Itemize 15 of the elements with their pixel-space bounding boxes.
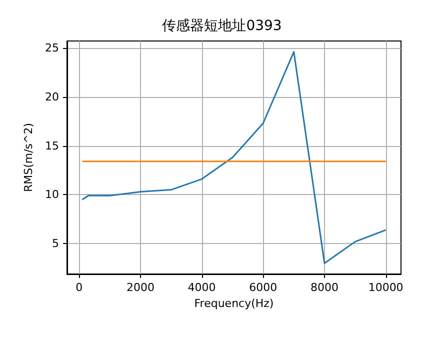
y-tick-label: 5 [52, 237, 59, 250]
x-tick-label: 2000 [126, 281, 154, 294]
y-tick-label: 20 [45, 90, 59, 104]
y-axis-title: RMS(m/s^2) [22, 122, 36, 192]
x-tick-label: 0 [76, 281, 83, 294]
x-tick-label: 4000 [188, 281, 216, 294]
x-tick-label: 10000 [368, 281, 404, 294]
x-tick-label: 8000 [310, 281, 338, 294]
y-tick-label: 10 [45, 188, 59, 202]
x-axis-title: Frequency(Hz) [194, 297, 274, 310]
line-series [81, 51, 387, 264]
y-tick-label: 25 [45, 41, 59, 54]
chart-title: 传感器短地址0393 [162, 18, 282, 34]
y-tick-label: 15 [45, 139, 59, 152]
x-tick-label: 6000 [249, 281, 278, 294]
